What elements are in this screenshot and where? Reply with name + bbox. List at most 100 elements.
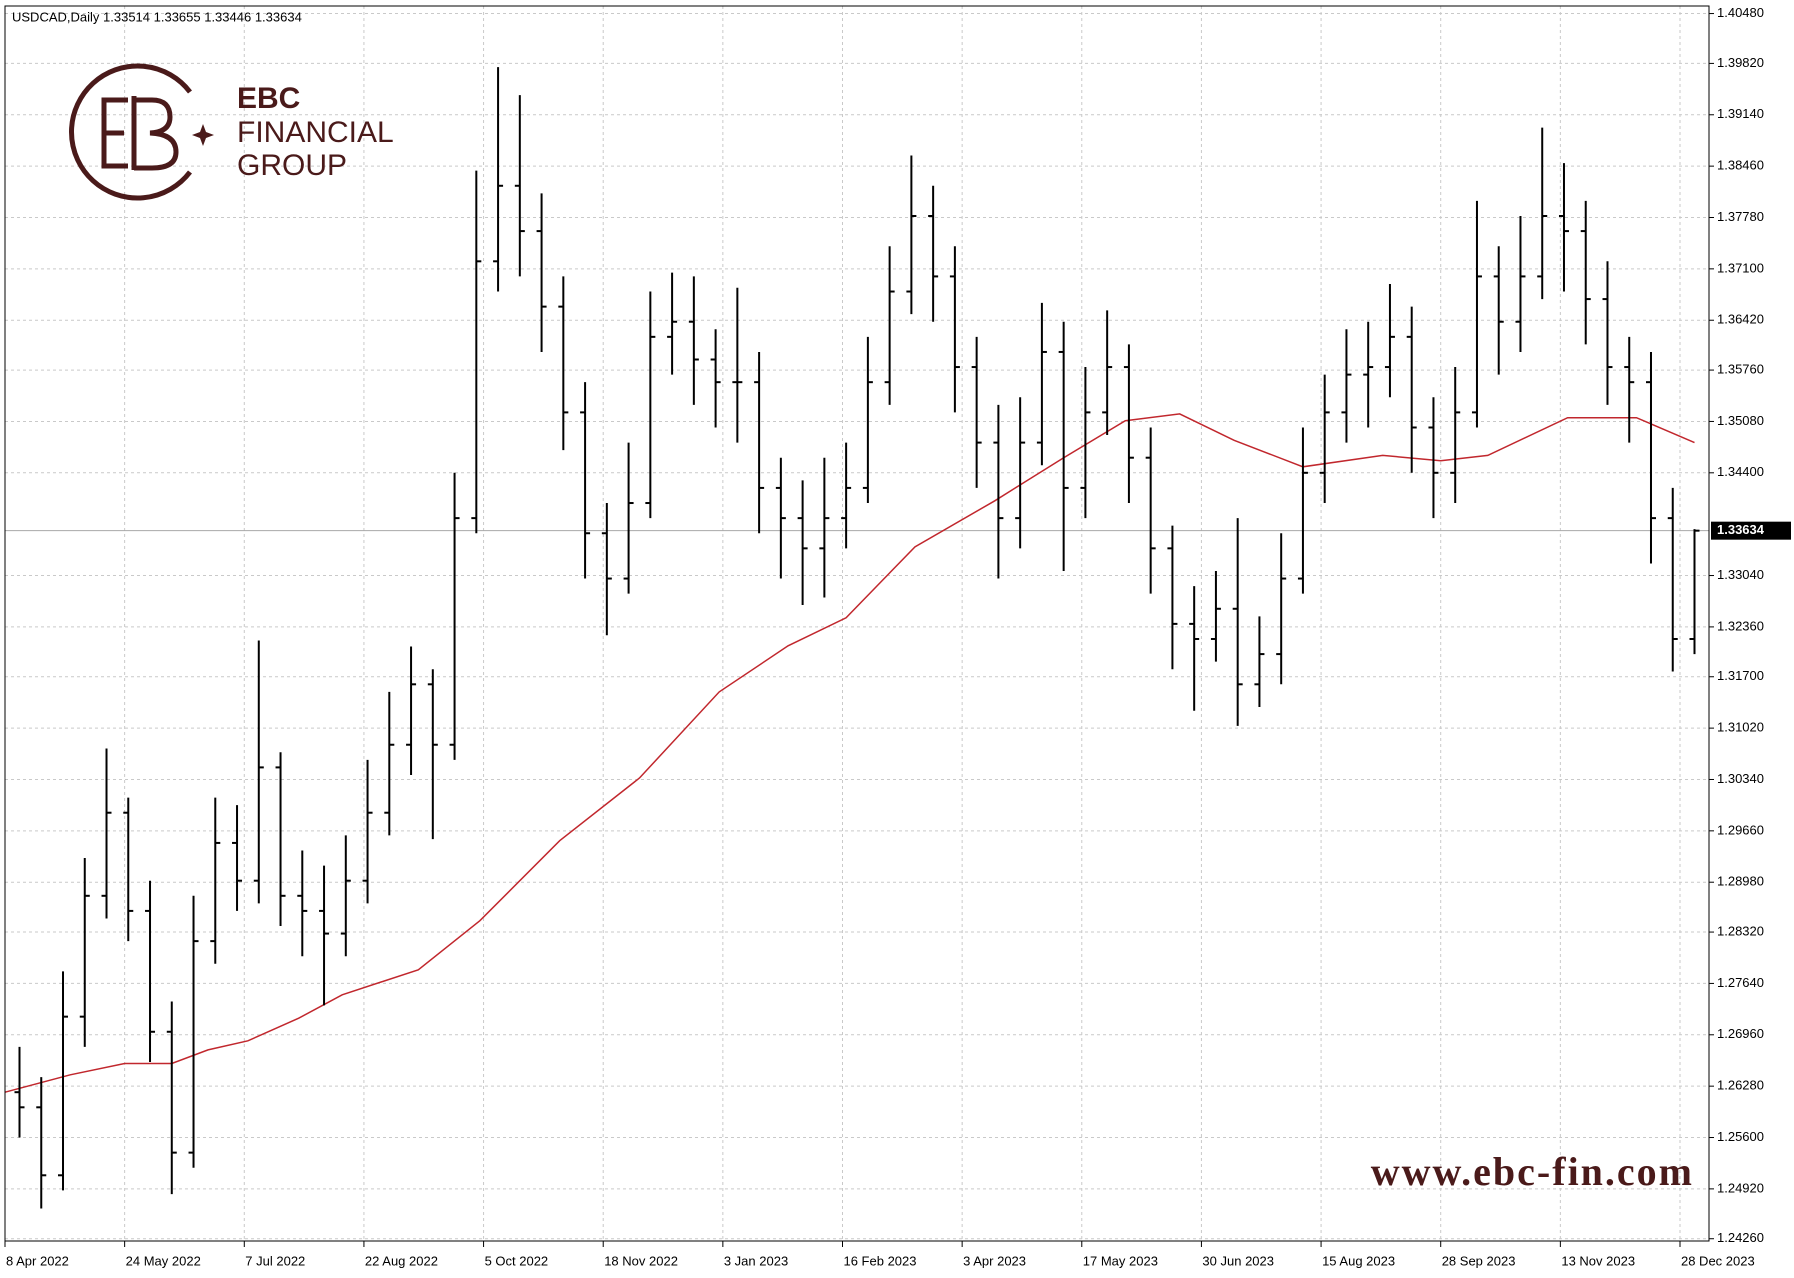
ohlc-bar	[297, 850, 308, 957]
ohlc-bar	[1102, 310, 1113, 436]
ohlc-bar	[362, 759, 373, 904]
y-tick-label: 1.26960	[1717, 1026, 1764, 1041]
ohlc-bar	[1450, 367, 1461, 504]
y-tick-label: 1.24920	[1717, 1180, 1764, 1195]
logo-b	[131, 96, 179, 171]
x-tick-label: 15 Aug 2023	[1322, 1253, 1395, 1268]
y-tick-label: 1.29660	[1717, 822, 1764, 837]
grid-layer	[4, 6, 1709, 1241]
ohlc-bar	[1058, 321, 1069, 572]
x-tick-label: 18 Nov 2022	[604, 1253, 678, 1268]
ohlc-bar	[319, 865, 330, 1006]
ohlc-bar	[1254, 616, 1265, 707]
logo-text: FINANCIAL	[237, 116, 394, 149]
last-price-box	[1711, 521, 1791, 540]
ohlc-bar	[1167, 525, 1178, 670]
ohlc-bar	[1493, 246, 1504, 375]
ohlc-bar	[862, 336, 873, 504]
y-tick-label: 1.40480	[1717, 5, 1764, 20]
ohlc-bar	[1428, 397, 1439, 519]
ohlc-bar	[1580, 200, 1591, 345]
ohlc-bar	[493, 67, 504, 292]
x-tick-label: 17 May 2023	[1083, 1253, 1158, 1268]
y-tick-label: 1.39820	[1717, 55, 1764, 70]
ohlc-bar	[1080, 367, 1091, 519]
x-tick-label: 8 Apr 2022	[6, 1253, 69, 1268]
y-tick-label: 1.34400	[1717, 464, 1764, 479]
ohlc-bar	[449, 472, 460, 760]
ohlc-bar	[1145, 427, 1156, 594]
ohlc-bar	[645, 291, 656, 519]
y-tick-label: 1.37100	[1717, 260, 1764, 275]
ohlc-bar	[123, 797, 134, 942]
y-tick-label: 1.35080	[1717, 413, 1764, 428]
y-tick-label: 1.31700	[1717, 668, 1764, 683]
ohlc-bar	[971, 336, 982, 488]
ohlc-bar	[1689, 529, 1700, 655]
ohlc-bar	[558, 276, 569, 451]
last-price-label: 1.33634	[1717, 522, 1765, 537]
ohlc-bar	[1210, 571, 1221, 662]
x-tick-label: 7 Jul 2022	[245, 1253, 305, 1268]
y-tick-label: 1.33040	[1717, 567, 1764, 582]
ohlc-bar	[732, 287, 743, 443]
ohlc-bar	[384, 691, 395, 836]
ohlc-bar	[1537, 127, 1548, 300]
logo-e	[101, 97, 128, 169]
x-tick-label: 22 Aug 2022	[365, 1253, 438, 1268]
ohlc-bar	[1319, 374, 1330, 504]
ohlc-bar	[928, 185, 939, 322]
ohlc-bar	[1276, 533, 1287, 685]
ohlc-bar	[471, 170, 482, 534]
x-tick-label: 28 Dec 2023	[1681, 1253, 1755, 1268]
ohlc-bar	[1667, 487, 1678, 672]
ohlc-bar	[536, 193, 547, 352]
ohlc-bar	[1645, 351, 1656, 564]
y-tick-label: 1.28320	[1717, 923, 1764, 938]
ohlc-bar	[1341, 329, 1352, 443]
ohlc-bar	[710, 329, 721, 428]
x-tick-label: 28 Sep 2023	[1442, 1253, 1516, 1268]
y-tick-label: 1.39140	[1717, 106, 1764, 121]
y-tick-label: 1.32360	[1717, 618, 1764, 633]
y-tick-label: 1.27640	[1717, 975, 1764, 990]
ohlc-bar	[906, 155, 917, 315]
ohlc-bar	[232, 805, 243, 911]
y-tick-label: 1.31020	[1717, 720, 1764, 735]
ohlc-bar	[1602, 261, 1613, 405]
ohlc-bar	[1015, 397, 1026, 549]
y-tick-label: 1.36420	[1717, 312, 1764, 327]
plot-frame	[4, 5, 1710, 1242]
ohlc-bar	[1515, 215, 1526, 352]
ohlc-bar	[993, 404, 1004, 579]
chart-title: USDCAD,Daily 1.33514 1.33655 1.33446 1.3…	[12, 9, 302, 24]
logo	[69, 63, 214, 201]
ohlc-bar	[667, 272, 678, 375]
ohlc-bar	[406, 646, 417, 775]
x-tick-label: 30 Jun 2023	[1202, 1253, 1274, 1268]
ohlc-bar	[1123, 344, 1134, 504]
ohlc-bar	[101, 748, 112, 919]
logo-text: GROUP	[237, 149, 347, 182]
x-tick-label: 13 Nov 2023	[1561, 1253, 1635, 1268]
ohlc-bar	[601, 503, 612, 636]
ohlc-bar	[79, 858, 90, 1047]
ohlc-bar	[58, 971, 69, 1191]
ohlc-bar	[623, 442, 634, 594]
ohlc-bar	[949, 246, 960, 413]
y-tick-label: 1.24260	[1717, 1230, 1764, 1245]
x-tick-label: 3 Jan 2023	[724, 1253, 788, 1268]
ohlc-bar	[884, 246, 895, 405]
ohlc-bar	[14, 1046, 25, 1138]
ohlc-bar	[253, 640, 264, 904]
ohlc-bar	[188, 895, 199, 1168]
y-tick-label: 1.28980	[1717, 874, 1764, 889]
ohlc-bar	[1471, 200, 1482, 428]
ohlc-bar	[1232, 518, 1243, 726]
ohlc-bar	[1558, 163, 1569, 292]
ohlc-bar	[1384, 283, 1395, 398]
ohlc-bar	[427, 669, 438, 840]
ohlc-bar	[340, 835, 351, 957]
